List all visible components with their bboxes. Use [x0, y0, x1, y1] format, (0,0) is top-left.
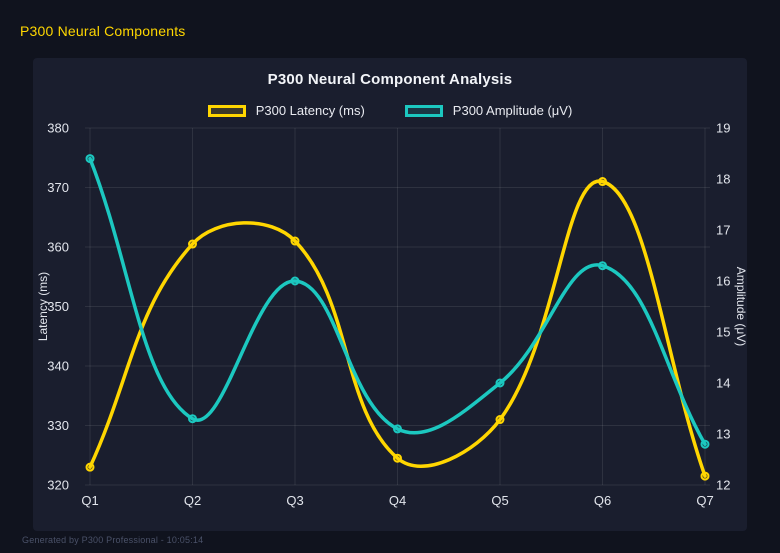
latency-point-Q2[interactable] — [188, 239, 197, 249]
latency-point-Q3[interactable] — [290, 236, 300, 246]
amplitude-point-Q4[interactable] — [393, 424, 402, 434]
x-axis-tick-label: Q3 — [286, 493, 303, 508]
right-axis-tick-label: 14 — [716, 376, 730, 391]
right-axis-title: Amplitude (μV) — [734, 267, 747, 347]
amplitude-line — [88, 156, 707, 446]
left-axis-tick-label: 350 — [47, 299, 69, 314]
left-axis-tick-label: 370 — [47, 180, 69, 195]
latency-point-Q5[interactable] — [495, 415, 505, 425]
amplitude-point-Q1[interactable] — [85, 154, 95, 164]
line-chart-plot[interactable]: 380 370 360 350 340 330 320 19 18 17 16 15 14 13 12 Q1 Q… — [33, 114, 747, 518]
legend-label: P300 Latency (ms) — [255, 103, 365, 118]
left-axis-tick-label: 340 — [47, 359, 69, 374]
chart-card: P300 Neural Component Analysis P300 Late… — [33, 58, 747, 531]
left-axis-tick-label: 380 — [47, 121, 69, 136]
right-axis-tick-label: 12 — [716, 478, 730, 493]
x-axis-tick-label: Q2 — [184, 493, 201, 508]
right-axis-tick-label: 16 — [716, 274, 730, 289]
legend-swatch-icon — [404, 104, 443, 117]
latency-point-Q6[interactable] — [598, 177, 607, 187]
footer-status: Generated by P300 Professional - 10:05:1… — [22, 535, 204, 545]
right-axis-tick-label: 13 — [716, 427, 730, 442]
left-axis-tick-label: 330 — [47, 418, 69, 433]
amplitude-point-Q6[interactable] — [598, 261, 607, 271]
x-axis-tick-label: Q5 — [491, 493, 508, 508]
chart-title: P300 Neural Component Analysis — [267, 71, 513, 88]
left-axis-tick-label: 360 — [47, 240, 69, 255]
amplitude-point-Q5[interactable] — [495, 378, 505, 388]
amplitude-point-Q2[interactable] — [188, 414, 197, 424]
legend-item-latency[interactable]: P300 Latency (ms) — [207, 103, 365, 118]
chart-legend: P300 Latency (ms) P300 Amplitude (μV) — [33, 103, 747, 118]
page-title: P300 Neural Components — [20, 23, 186, 39]
right-axis-tick-label: 15 — [716, 325, 730, 340]
left-axis-title: Latency (ms) — [36, 272, 50, 341]
amplitude-point-Q7[interactable] — [700, 439, 710, 449]
latency-point-Q7[interactable] — [700, 471, 710, 481]
x-axis-tick-label: Q7 — [696, 493, 713, 508]
latency-point-Q4[interactable] — [393, 453, 402, 463]
latency-point-Q1[interactable] — [85, 462, 95, 472]
left-axis-tick-label: 320 — [47, 478, 69, 493]
latency-line — [88, 179, 707, 478]
x-axis-tick-label: Q4 — [389, 493, 406, 508]
legend-label: P300 Amplitude (μV) — [452, 103, 573, 118]
legend-item-amplitude[interactable]: P300 Amplitude (μV) — [404, 103, 573, 118]
right-axis-tick-label: 18 — [716, 172, 730, 187]
right-axis-tick-label: 17 — [716, 223, 730, 238]
right-axis-tick-label: 19 — [716, 121, 730, 136]
legend-swatch-icon — [207, 104, 246, 117]
x-axis-tick-label: Q1 — [81, 493, 98, 508]
x-axis-tick-label: Q6 — [594, 493, 611, 508]
amplitude-point-Q3[interactable] — [290, 276, 300, 286]
